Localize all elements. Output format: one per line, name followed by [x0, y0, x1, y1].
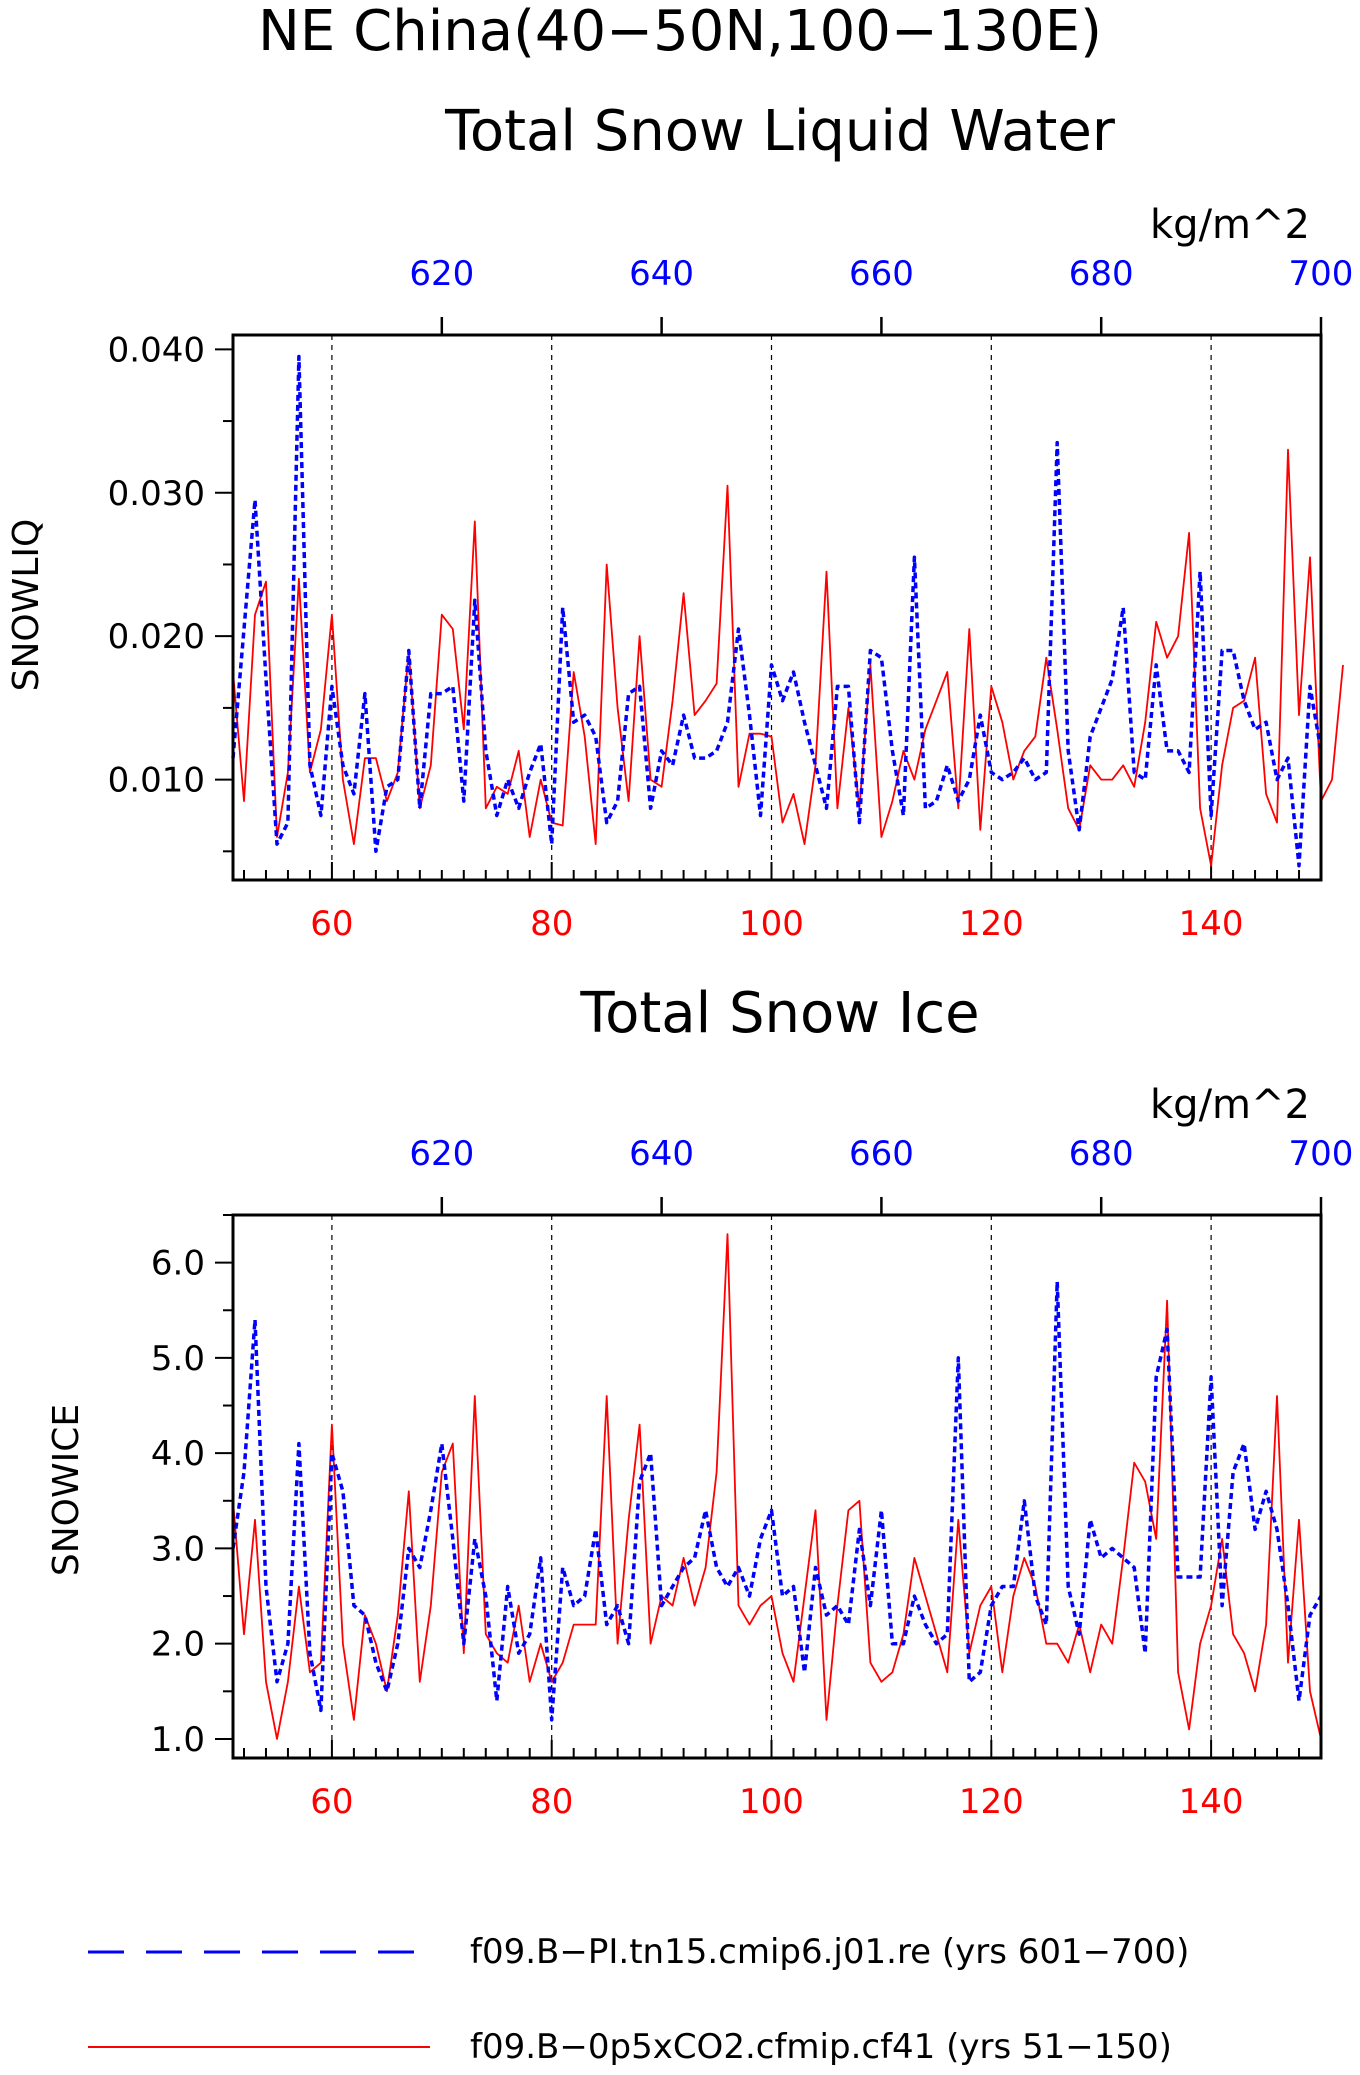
- x-tick-label-top: 700: [1289, 254, 1354, 294]
- x-tick-label-bottom: 80: [530, 904, 573, 944]
- legend-label-red: f09.B−0p5xCO2.cfmip.cf41 (yrs 51−150): [470, 2027, 1172, 2067]
- y-tick-label: 6.0: [151, 1244, 205, 1284]
- panel-title-snowliq: Total Snow Liquid Water: [444, 99, 1116, 164]
- y-axis-label-snowliq: SNOWLIQ: [6, 519, 47, 692]
- top-axis-units-snowice: kg/m^2: [1150, 1082, 1310, 1128]
- series-line-snowliq-red: [232, 448, 1344, 867]
- y-tick-label: 0.030: [108, 474, 205, 514]
- x-tick-label-top: 640: [629, 1134, 694, 1174]
- series-group-snowice: [231, 1233, 1323, 1740]
- legend: f09.B−PI.tn15.cmip6.j01.re (yrs 601−700)…: [88, 1932, 1189, 2067]
- series-line-snowliq-blue: [231, 354, 1323, 868]
- x-tick-label-top: 680: [1069, 254, 1134, 294]
- x-tick-label-bottom: 80: [530, 1782, 573, 1822]
- y-tick-label: 1.0: [151, 1720, 205, 1760]
- series-line-snowice-red: [232, 1233, 1322, 1740]
- series-line-snowice-blue: [231, 1279, 1323, 1722]
- x-tick-label-bottom: 120: [959, 1782, 1024, 1822]
- x-tick-label-top: 700: [1289, 1134, 1354, 1174]
- figure-title: NE China(40−50N,100−130E): [258, 0, 1102, 64]
- panel-snowice: Total Snow Ice kg/m^2 SNOWICE 60 80 100 120…: [46, 981, 1353, 1822]
- y-tick-label: 2.0: [151, 1625, 205, 1665]
- legend-label-blue: f09.B−PI.tn15.cmip6.j01.re (yrs 601−700): [470, 1932, 1189, 1972]
- x-tick-label-bottom: 60: [310, 1782, 353, 1822]
- series-group-snowliq: [231, 354, 1344, 868]
- x-tick-label-bottom: 140: [1179, 1782, 1244, 1822]
- plot-frame-snowliq: [231, 333, 1323, 882]
- y-tick-label: 0.040: [108, 330, 205, 370]
- x-tick-label-bottom: 100: [739, 1782, 804, 1822]
- y-tick-label: 0.010: [108, 761, 205, 801]
- top-axis-units-snowliq: kg/m^2: [1150, 202, 1310, 248]
- y-tick-label: 0.020: [108, 617, 205, 657]
- x-tick-label-bottom: 60: [310, 904, 353, 944]
- y-tick-label: 4.0: [151, 1434, 205, 1474]
- x-tick-label-top: 620: [409, 1134, 474, 1174]
- grid-snowice: [331, 1215, 1212, 1758]
- x-tick-label-bottom: 140: [1179, 904, 1244, 944]
- y-tick-label: 3.0: [151, 1529, 205, 1569]
- x-tick-label-top: 640: [629, 254, 694, 294]
- y-axis-label-snowice: SNOWICE: [46, 1404, 87, 1576]
- x-tick-label-top: 660: [849, 1134, 914, 1174]
- x-tick-label-top: 620: [409, 254, 474, 294]
- axis-ticks-snowice: 60 80 100 120 140 620 640 660 680 700 1.0 2.0 3.0 4.0…: [151, 1134, 1354, 1822]
- x-tick-label-bottom: 120: [959, 904, 1024, 944]
- panel-title-snowice: Total Snow Ice: [579, 981, 979, 1046]
- y-tick-label: 5.0: [151, 1339, 205, 1379]
- axis-ticks-snowliq: 60 80 100 120 140 620 640 660 680 700 0.010 0.020 0.…: [108, 254, 1354, 944]
- panel-snowliq: Total Snow Liquid Water kg/m^2 SNOWLIQ 6…: [6, 99, 1353, 944]
- x-tick-label-top: 660: [849, 254, 914, 294]
- plot-frame-snowice: [231, 1213, 1323, 1760]
- grid-snowliq: [331, 335, 1212, 880]
- x-tick-label-top: 680: [1069, 1134, 1134, 1174]
- x-tick-label-bottom: 100: [739, 904, 804, 944]
